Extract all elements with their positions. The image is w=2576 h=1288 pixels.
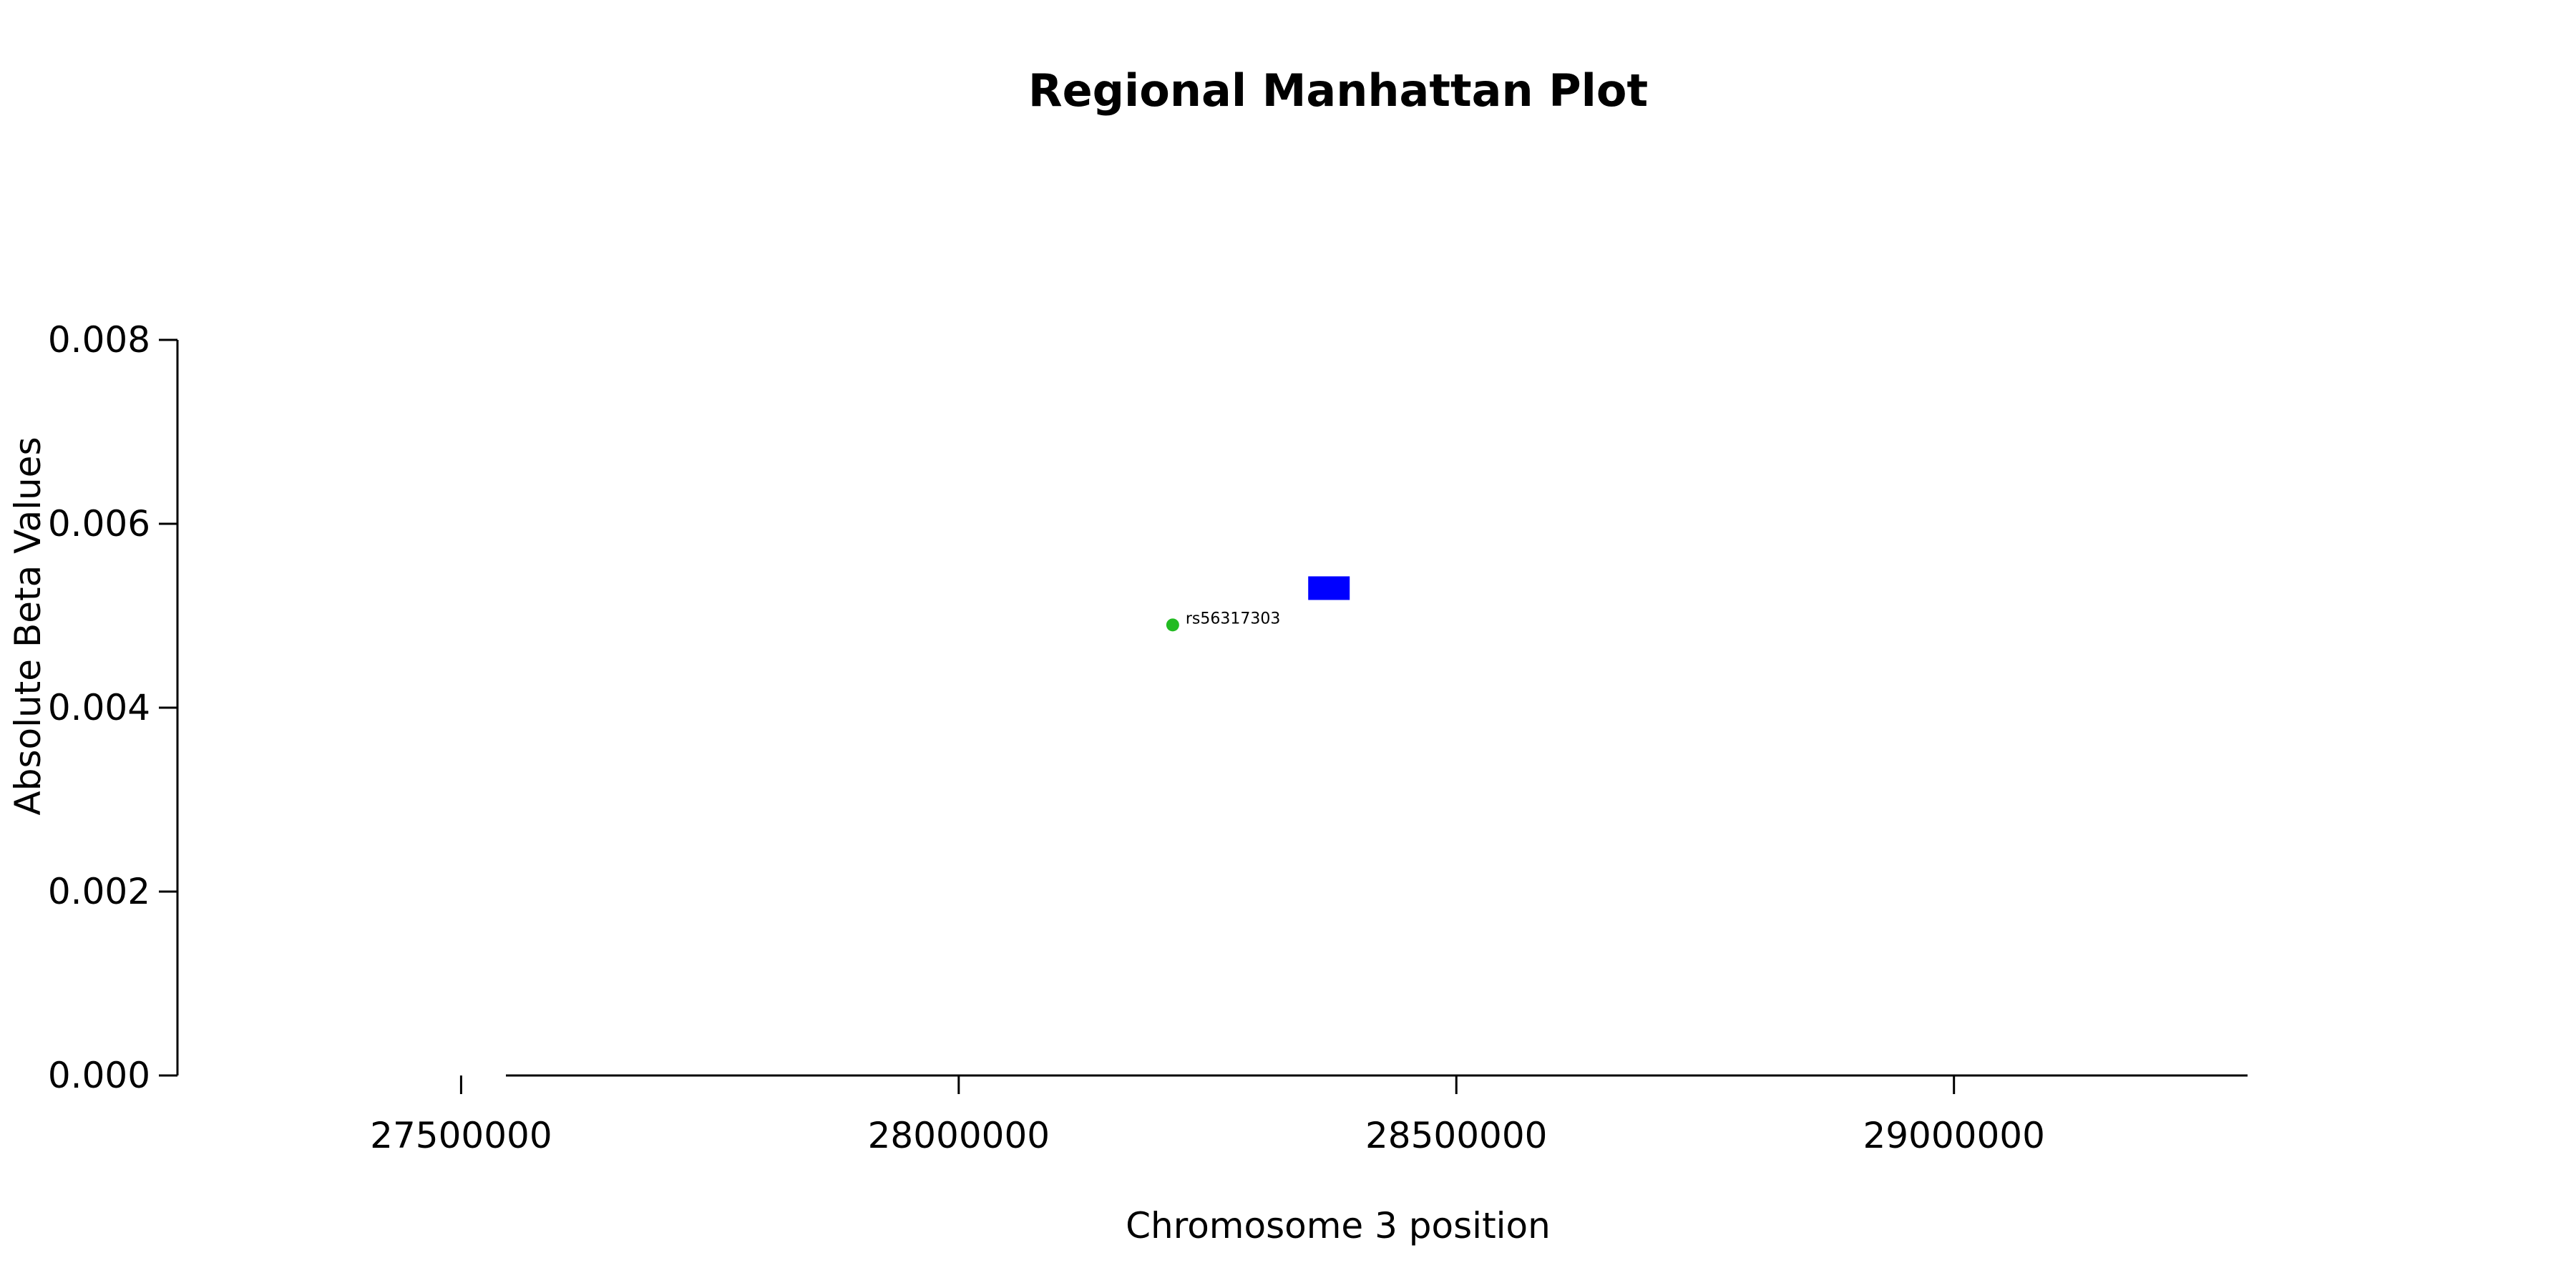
x-axis: 27500000 28000000 28500000 29000000 [370,1074,2248,1156]
x-tick-label: 29000000 [1863,1115,2045,1156]
x-tick-label: 28000000 [868,1115,1050,1156]
y-axis-title: Absolute Beta Values [7,437,49,816]
data-point-square [1308,576,1350,600]
y-axis: 0.000 0.002 0.004 0.006 0.008 [48,319,179,1096]
y-tick-label: 0.008 [48,319,150,361]
point-annotation: rs56317303 [1186,610,1280,628]
y-tick-label: 0.002 [48,871,150,912]
data-point [1166,618,1179,632]
y-tick-label: 0.000 [48,1055,150,1096]
x-tick-label: 27500000 [370,1115,552,1156]
y-tick-label: 0.004 [48,687,150,728]
y-tick-label: 0.006 [48,503,150,545]
chart-title: Regional Manhattan Plot [1028,64,1648,117]
x-tick-label: 28500000 [1365,1115,1548,1156]
plot-marks: rs56317303 [1166,576,1350,632]
x-axis-title: Chromosome 3 position [1126,1205,1551,1246]
